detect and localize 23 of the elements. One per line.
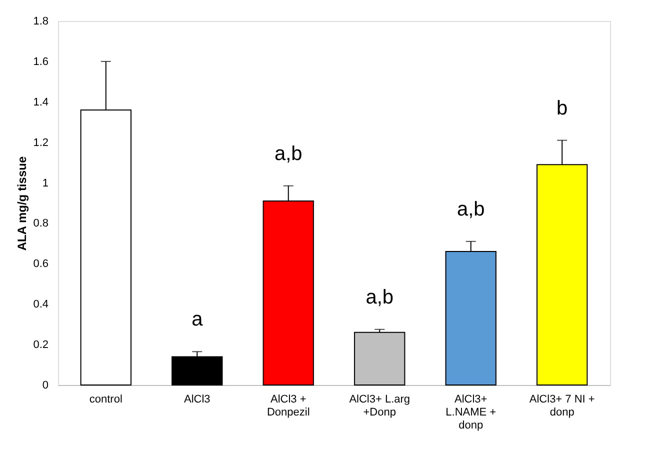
x-tick-label: AlCl3+ L.NAME + donp (446, 394, 496, 432)
x-tick-label: control (89, 394, 122, 406)
y-tick-label: 1.2 (33, 136, 48, 149)
y-tick-label: 1.6 (33, 56, 48, 68)
y-axis-title: ALA mg/g tissue (15, 156, 30, 251)
annotation: b (556, 97, 568, 120)
y-tick-label: 0 (42, 380, 48, 392)
annotation: a,b (456, 198, 485, 220)
x-tick-label: AlCl3+ L.arg +Donp (349, 394, 410, 418)
annotation: a,b (274, 142, 302, 165)
y-tick-label: 0.6 (33, 258, 48, 270)
x-tick-label: AlCl3 + Donpezil (266, 394, 310, 418)
x-tick-label: AlCl3+ 7 NI + donp (529, 394, 595, 418)
y-tick-label: 1.8 (33, 16, 48, 28)
y-tick-label: 1.4 (33, 96, 48, 108)
x-tick-label: AlCl3 (184, 394, 210, 406)
annotation: a (192, 308, 204, 331)
y-tick-label: 0.4 (33, 298, 48, 311)
y-tick-label: 0.2 (33, 339, 48, 352)
y-tick-label: 0.8 (33, 218, 48, 230)
y-tick-label: 1 (42, 177, 48, 190)
bar (172, 356, 223, 386)
annotation: a,b (366, 286, 394, 308)
